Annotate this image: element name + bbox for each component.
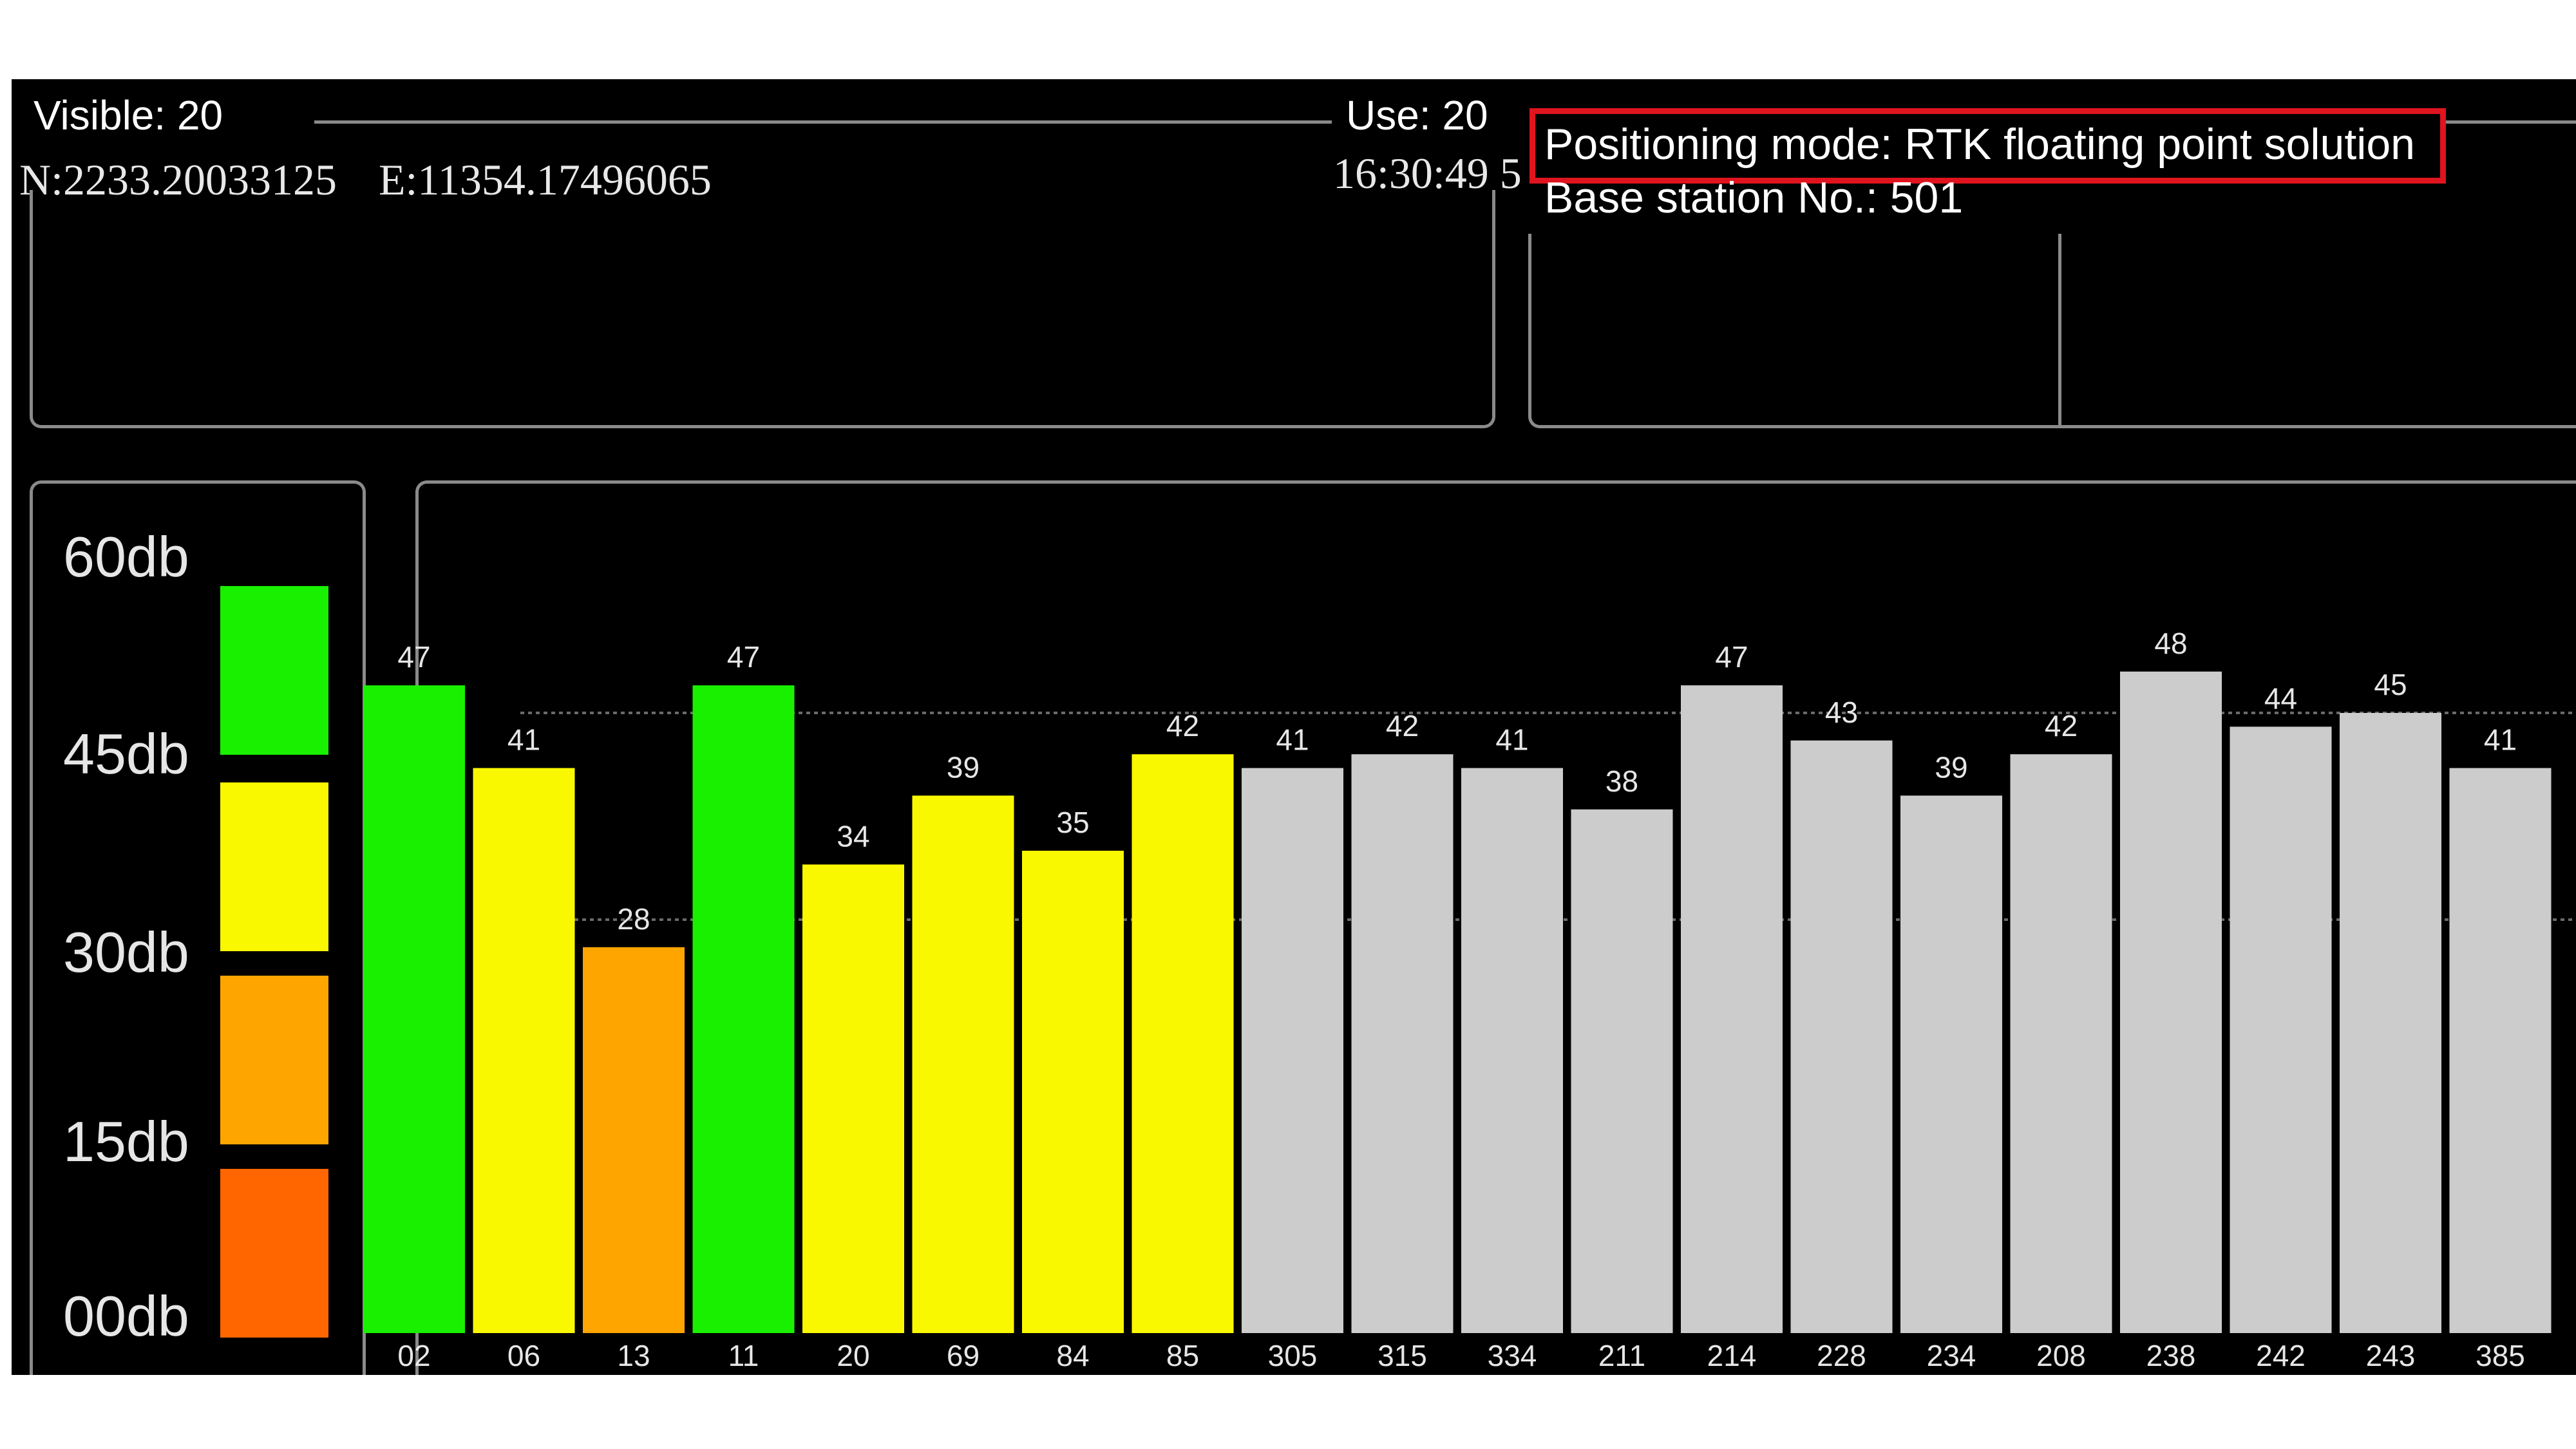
bar-208 [2010,754,2112,1333]
bar-238 [2120,671,2222,1333]
satellite-id-label: 243 [2366,1339,2416,1372]
bar-214 [1681,685,1783,1333]
bar-334 [1461,768,1563,1333]
satellite-id-label: 06 [507,1339,540,1372]
visible-satellites-count: Visible: 20 [33,92,223,138]
legend-label-00db: 00db [63,1284,189,1348]
legend-red-swatch [220,1169,328,1338]
bar-value-label: 43 [1825,696,1858,729]
bar-315 [1351,754,1454,1333]
coordinates-panel [30,190,1495,428]
mode-panel-divider [2058,234,2061,427]
east-coordinate: E:11354.17496065 [379,155,712,204]
mode-panel [1528,234,2576,428]
bar-value-label: 35 [1056,806,1089,839]
bar-value-label: 48 [2154,627,2187,660]
satellite-id-label: 84 [1056,1339,1089,1372]
bar-211 [1571,809,1673,1333]
bar-value-label: 38 [1605,764,1638,798]
satellite-id-label: 305 [1268,1339,1318,1372]
used-satellites-count: Use: 20 [1346,92,1488,138]
bar-value-label: 47 [397,640,430,674]
satellite-id-label: 208 [2036,1339,2086,1372]
satellite-id-label: 13 [617,1339,650,1372]
satellite-id-label: 385 [2476,1339,2525,1372]
positioning-mode: Positioning mode: RTK floating point sol… [1544,120,2415,169]
satellite-id-label: 11 [728,1339,759,1372]
north-coordinate: N:2233.20033125 [19,155,337,204]
bar-value-label: 41 [507,723,540,757]
bar-234 [1900,795,2002,1333]
bar-value-label: 39 [1935,750,1967,784]
bar-value-label: 34 [837,819,869,853]
bar-value-label: 47 [1715,640,1748,674]
satellite-id-label: 315 [1378,1339,1427,1372]
legend-label-15db: 15db [63,1110,189,1173]
bar-value-label: 41 [1276,723,1309,757]
positioning-mode-highlight [1530,108,2446,184]
satellite-id-label: 69 [947,1339,980,1372]
utc-time: 16:30:49 5 [1333,149,1522,198]
bar-value-label: 42 [2045,709,2078,743]
satellite-id-label: 211 [1598,1339,1645,1372]
bar-84 [1022,851,1124,1333]
satellite-id-label: 234 [1927,1339,1976,1372]
bar-02 [363,685,465,1333]
bar-value-label: 45 [2374,668,2407,701]
legend-label-45db: 45db [63,722,189,786]
legend-green-swatch [220,586,328,755]
satellite-id-label: 214 [1707,1339,1757,1372]
header-divider-right [2446,120,2576,124]
satellite-id-label: 85 [1166,1339,1199,1372]
legend-label-60db: 60db [63,525,189,589]
legend-label-30db: 30db [63,920,189,984]
header-divider-left [314,120,1332,124]
bar-69 [912,795,1014,1333]
bar-value-label: 41 [1495,723,1528,757]
bar-value-label: 42 [1166,709,1199,743]
bar-value-label: 28 [617,902,650,936]
bar-20 [802,864,904,1333]
bar-value-label: 47 [727,640,760,674]
satellite-id-label: 334 [1488,1339,1537,1372]
bar-value-label: 44 [2264,681,2297,715]
legend-yellow-swatch [220,782,328,951]
bar-228 [1790,740,1893,1333]
bar-06 [473,768,575,1333]
bar-305 [1242,768,1343,1333]
satellite-id-label: 02 [397,1339,430,1372]
bar-value-label: 41 [2484,723,2517,757]
bar-11 [692,685,795,1333]
base-station-number: Base station No.: 501 [1544,173,1964,222]
signal-strength-chart: 47 02 41 06 28 13 47 11 34 20 39 69 35 84 42 85 41 305 42 3… [363,627,2576,1372]
bar-85 [1132,754,1234,1333]
legend-orange-swatch [220,976,328,1144]
satellite-id-label: 20 [837,1339,869,1372]
bar-385 [2449,768,2552,1333]
bar-value-label: 39 [947,750,980,784]
bar-242 [2230,726,2332,1333]
bar-value-label: 42 [1386,709,1419,743]
satellite-id-label: 228 [1817,1339,1866,1372]
gnss-status-screen: Visible: 20 Use: 20 N:2233.20033125 E:11… [12,79,2576,1375]
satellite-id-label: 242 [2256,1339,2306,1372]
bar-243 [2340,713,2441,1333]
satellite-id-label: 238 [2146,1339,2196,1372]
bar-13 [583,947,685,1333]
